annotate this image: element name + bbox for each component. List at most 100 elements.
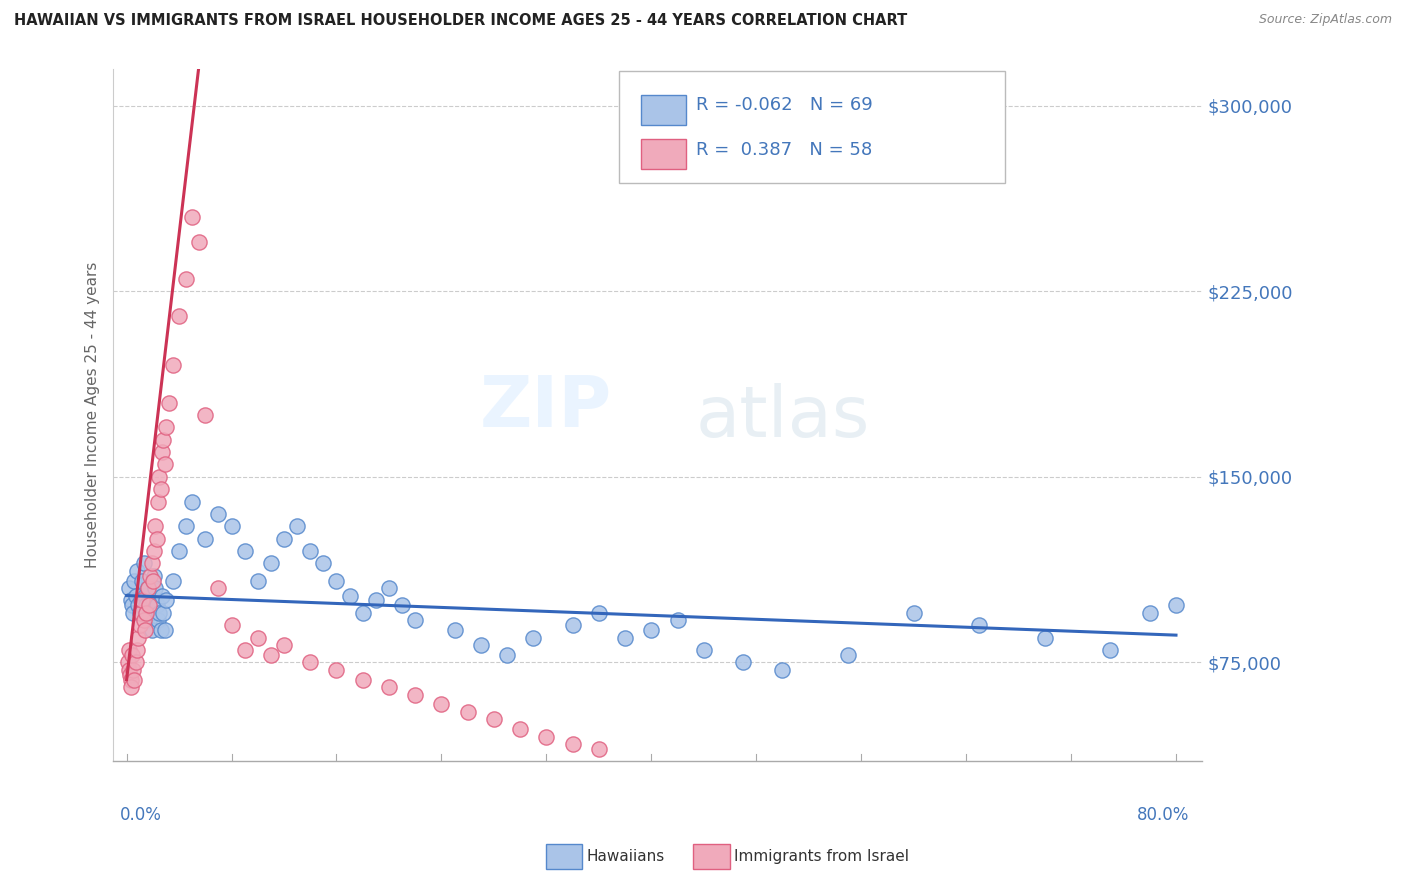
Point <box>143 568 166 582</box>
Point <box>125 656 148 670</box>
Point <box>246 631 269 645</box>
Point <box>443 623 465 637</box>
Point <box>135 599 157 613</box>
Point <box>135 606 157 620</box>
Point <box>124 574 146 588</box>
Point <box>1033 631 1056 645</box>
Point <box>120 593 142 607</box>
Y-axis label: Householder Income Ages 25 - 44 years: Householder Income Ages 25 - 44 years <box>86 261 100 568</box>
Point <box>174 272 197 286</box>
Point <box>148 470 170 484</box>
Point <box>121 648 143 662</box>
Point <box>141 557 163 571</box>
Point <box>152 606 174 620</box>
Text: 80.0%: 80.0% <box>1136 805 1189 824</box>
Point <box>233 544 256 558</box>
Point <box>153 623 176 637</box>
Point <box>124 673 146 687</box>
Point <box>536 730 558 744</box>
Text: R = -0.062   N = 69: R = -0.062 N = 69 <box>696 96 873 114</box>
Point <box>132 613 155 627</box>
Point <box>153 458 176 472</box>
Point <box>1099 643 1122 657</box>
Point <box>260 557 283 571</box>
Point <box>117 663 139 677</box>
Point <box>139 568 162 582</box>
Point <box>162 359 184 373</box>
Point <box>146 532 169 546</box>
Point <box>149 623 172 637</box>
Point <box>352 606 374 620</box>
Point <box>470 638 492 652</box>
Point <box>299 544 322 558</box>
Text: Source: ZipAtlas.com: Source: ZipAtlas.com <box>1258 13 1392 27</box>
Point <box>149 482 172 496</box>
Point <box>129 593 152 607</box>
Point <box>138 613 160 627</box>
Point <box>181 494 204 508</box>
Text: atlas: atlas <box>696 383 870 452</box>
Point <box>837 648 859 662</box>
Point <box>131 593 153 607</box>
Point <box>143 544 166 558</box>
Point <box>117 656 139 670</box>
Point <box>457 705 479 719</box>
Point <box>339 589 361 603</box>
Point <box>325 574 347 588</box>
Point <box>325 663 347 677</box>
Point <box>134 623 156 637</box>
Point <box>146 494 169 508</box>
Point <box>120 673 142 687</box>
Point <box>122 606 145 620</box>
Point <box>772 663 794 677</box>
Point <box>157 395 180 409</box>
Point <box>588 606 610 620</box>
Point <box>509 722 531 736</box>
Point <box>148 606 170 620</box>
Point <box>129 606 152 620</box>
Point <box>181 210 204 224</box>
Text: R =  0.387   N = 58: R = 0.387 N = 58 <box>696 141 872 159</box>
Point <box>1139 606 1161 620</box>
Point <box>561 618 583 632</box>
Point <box>233 643 256 657</box>
Point <box>125 589 148 603</box>
Point <box>364 593 387 607</box>
Point <box>404 688 426 702</box>
Point <box>128 618 150 632</box>
Point <box>138 599 160 613</box>
Point <box>118 667 141 681</box>
Point <box>352 673 374 687</box>
Point <box>167 544 190 558</box>
Point <box>273 638 295 652</box>
Point <box>273 532 295 546</box>
Point <box>378 680 401 694</box>
Point <box>141 623 163 637</box>
Point <box>221 618 243 632</box>
Point <box>312 557 335 571</box>
Point <box>496 648 519 662</box>
Point <box>1164 599 1187 613</box>
Point <box>285 519 308 533</box>
Point <box>404 613 426 627</box>
Point <box>146 613 169 627</box>
Point <box>640 623 662 637</box>
Text: HAWAIIAN VS IMMIGRANTS FROM ISRAEL HOUSEHOLDER INCOME AGES 25 - 44 YEARS CORRELA: HAWAIIAN VS IMMIGRANTS FROM ISRAEL HOUSE… <box>14 13 907 29</box>
Point <box>207 581 229 595</box>
Point <box>903 606 925 620</box>
Point <box>127 643 149 657</box>
Point <box>136 581 159 595</box>
Point <box>142 574 165 588</box>
Point <box>260 648 283 662</box>
Point <box>174 519 197 533</box>
Point <box>145 581 167 595</box>
Point <box>167 309 190 323</box>
Text: Hawaiians: Hawaiians <box>586 849 665 863</box>
Point <box>378 581 401 595</box>
Point <box>150 445 173 459</box>
Point <box>522 631 544 645</box>
Point <box>127 564 149 578</box>
Point <box>152 433 174 447</box>
Point <box>155 593 177 607</box>
Point <box>482 712 505 726</box>
